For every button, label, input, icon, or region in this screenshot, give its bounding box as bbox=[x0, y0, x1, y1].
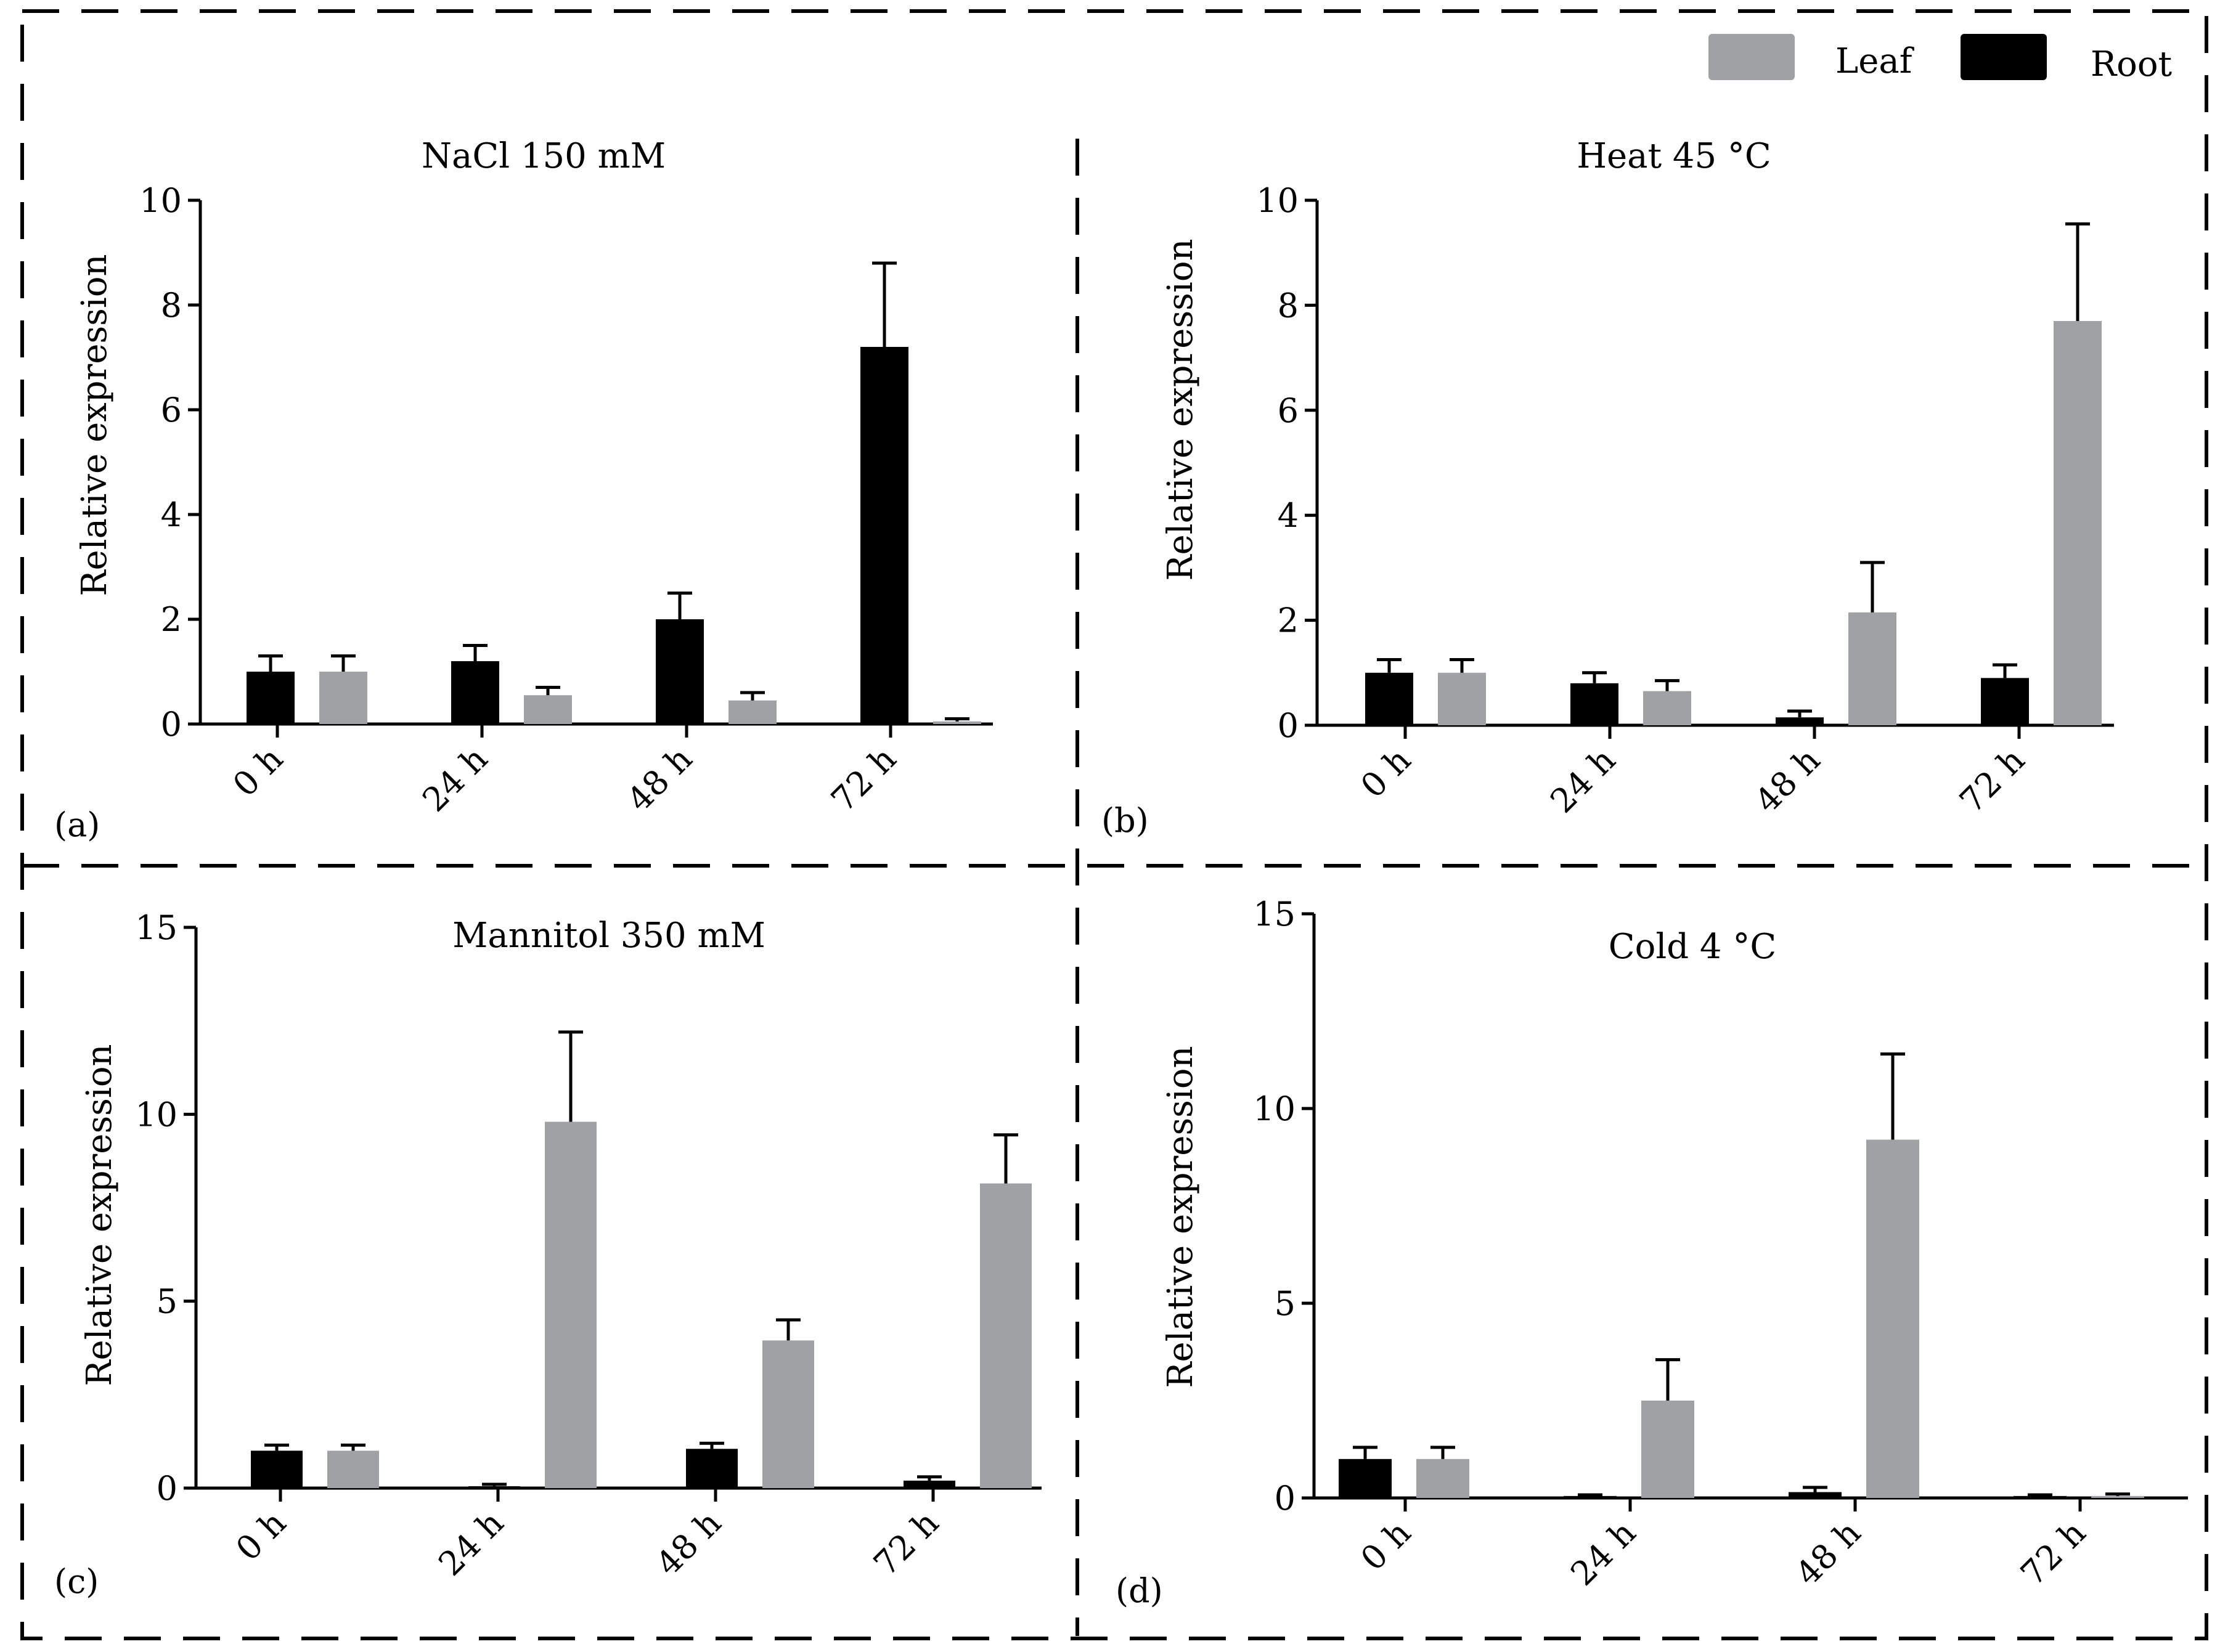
y-tick-label-b: 4 bbox=[1278, 496, 1299, 535]
panel-borders bbox=[20, 9, 2208, 1640]
x-tick-label-c: 48 h bbox=[648, 1503, 728, 1584]
chart-title-b: Heat 45 °C bbox=[1577, 136, 1771, 176]
bar-leaf-c bbox=[980, 1183, 1032, 1488]
legend: Leaf Root bbox=[1708, 34, 2173, 84]
bar-leaf-a bbox=[933, 721, 981, 724]
y-tick-label-b: 10 bbox=[1256, 181, 1299, 220]
x-tick-label-d: 72 h bbox=[2013, 1513, 2093, 1593]
y-tick-label-a: 6 bbox=[161, 391, 182, 429]
chart-title-a: NaCl 150 mM bbox=[422, 136, 666, 176]
plot-area-d: 0 5 10 15 0 h 24 h 48 h 72 h bbox=[1253, 895, 2144, 1593]
bar-leaf-d bbox=[2091, 1495, 2144, 1498]
legend-label-leaf: Leaf bbox=[1835, 41, 1915, 81]
y-tick-label-d: 10 bbox=[1253, 1089, 1296, 1128]
chart-panel-a: NaCl 150 mM Relative expression (a) 0 2 4 6… bbox=[54, 136, 993, 844]
y-tick-label-b: 2 bbox=[1278, 601, 1299, 640]
y-tick-label-d: 5 bbox=[1275, 1284, 1296, 1323]
outer-border bbox=[20, 9, 2208, 1640]
bar-root-c bbox=[251, 1451, 303, 1488]
bar-root-d bbox=[2014, 1495, 2067, 1498]
y-tick-label-b: 0 bbox=[1278, 706, 1299, 745]
panel-label-c: (c) bbox=[54, 1562, 99, 1601]
x-tick-label-c: 0 h bbox=[229, 1503, 294, 1569]
plot-area-c: 0 5 10 15 0 h 24 h 48 h 72 h bbox=[135, 908, 1032, 1584]
x-tick-label-d: 0 h bbox=[1353, 1513, 1419, 1579]
y-axis-label-a: Relative expression bbox=[75, 254, 115, 596]
bar-leaf-b bbox=[1643, 691, 1691, 725]
bar-leaf-a bbox=[524, 695, 572, 724]
y-tick-label-b: 6 bbox=[1278, 391, 1299, 430]
chart-panel-d: Cold 4 °C Relative expression (d) 0 5 10 15… bbox=[1116, 895, 2188, 1610]
chart-panel-c: Mannitol 350 mM Relative expression (c) … bbox=[54, 908, 1042, 1601]
x-tick-label-b: 24 h bbox=[1543, 741, 1623, 821]
bar-root-a bbox=[247, 672, 295, 724]
legend-label-root: Root bbox=[2091, 44, 2173, 84]
y-tick-label-c: 10 bbox=[135, 1095, 178, 1134]
bar-root-a bbox=[656, 619, 704, 724]
chart-title-d: Cold 4 °C bbox=[1609, 927, 1776, 967]
y-axis-label-d: Relative expression bbox=[1161, 1046, 1201, 1388]
x-tick-label-b: 48 h bbox=[1747, 741, 1827, 821]
y-tick-label-a: 8 bbox=[161, 286, 182, 325]
x-tick-label-d: 24 h bbox=[1563, 1513, 1643, 1593]
x-tick-label-c: 24 h bbox=[431, 1503, 511, 1584]
bar-leaf-d bbox=[1866, 1139, 1919, 1498]
legend-swatch-root bbox=[1961, 34, 2047, 80]
y-tick-label-a: 2 bbox=[161, 600, 182, 639]
panel-label-b: (b) bbox=[1101, 801, 1149, 840]
bar-root-c bbox=[686, 1449, 738, 1488]
x-tick-label-d: 48 h bbox=[1788, 1513, 1868, 1593]
bar-root-b bbox=[1776, 717, 1824, 725]
x-tick-label-c: 72 h bbox=[866, 1503, 946, 1584]
chart-panel-b: Heat 45 °C Relative expression (b) 0 2 4 6 8… bbox=[1101, 136, 2114, 840]
bar-root-d bbox=[1789, 1492, 1842, 1498]
y-tick-label-c: 15 bbox=[135, 908, 178, 947]
bar-root-b bbox=[1570, 683, 1618, 725]
y-axis-label-b: Relative expression bbox=[1161, 238, 1201, 580]
panel-label-a: (a) bbox=[54, 805, 100, 844]
y-tick-label-d: 0 bbox=[1275, 1479, 1296, 1518]
y-tick-label-a: 4 bbox=[161, 495, 182, 534]
plot-area-a: 0 2 4 6 8 10 0 h 24 h 48 h 72 h bbox=[139, 181, 981, 820]
y-tick-label-a: 10 bbox=[139, 181, 182, 220]
bar-root-c bbox=[904, 1480, 955, 1488]
bar-leaf-c bbox=[545, 1121, 597, 1488]
bar-leaf-a bbox=[319, 672, 367, 724]
bar-leaf-c bbox=[327, 1451, 379, 1488]
bar-leaf-c bbox=[762, 1340, 814, 1488]
bar-root-a bbox=[451, 661, 499, 724]
bar-leaf-d bbox=[1416, 1459, 1469, 1498]
legend-swatch-leaf bbox=[1708, 34, 1795, 80]
bar-leaf-b bbox=[1848, 612, 1896, 725]
x-tick-label-b: 0 h bbox=[1353, 741, 1419, 806]
bar-leaf-b bbox=[1438, 672, 1486, 725]
bar-leaf-b bbox=[2054, 320, 2102, 725]
y-tick-label-a: 0 bbox=[161, 705, 182, 744]
x-tick-label-a: 0 h bbox=[226, 739, 291, 805]
y-tick-label-c: 5 bbox=[157, 1282, 178, 1321]
bar-root-d bbox=[1339, 1459, 1392, 1498]
x-tick-label-a: 72 h bbox=[823, 739, 904, 820]
bar-root-b bbox=[1981, 678, 2029, 725]
y-tick-label-b: 8 bbox=[1278, 286, 1299, 325]
bar-root-d bbox=[1564, 1495, 1617, 1498]
y-axis-label-c: Relative expression bbox=[80, 1044, 120, 1386]
chart-title-c: Mannitol 350 mM bbox=[452, 916, 765, 956]
bar-root-c bbox=[468, 1486, 520, 1488]
bar-root-a bbox=[860, 347, 908, 724]
y-tick-label-c: 0 bbox=[157, 1469, 178, 1508]
x-tick-label-a: 24 h bbox=[415, 739, 495, 820]
y-tick-label-d: 15 bbox=[1253, 895, 1296, 934]
bar-root-b bbox=[1365, 672, 1413, 725]
bar-leaf-a bbox=[728, 700, 777, 724]
bar-leaf-d bbox=[1641, 1401, 1694, 1498]
x-tick-label-b: 72 h bbox=[1952, 741, 2032, 821]
x-tick-label-a: 48 h bbox=[619, 739, 700, 820]
panel-label-d: (d) bbox=[1116, 1571, 1163, 1610]
